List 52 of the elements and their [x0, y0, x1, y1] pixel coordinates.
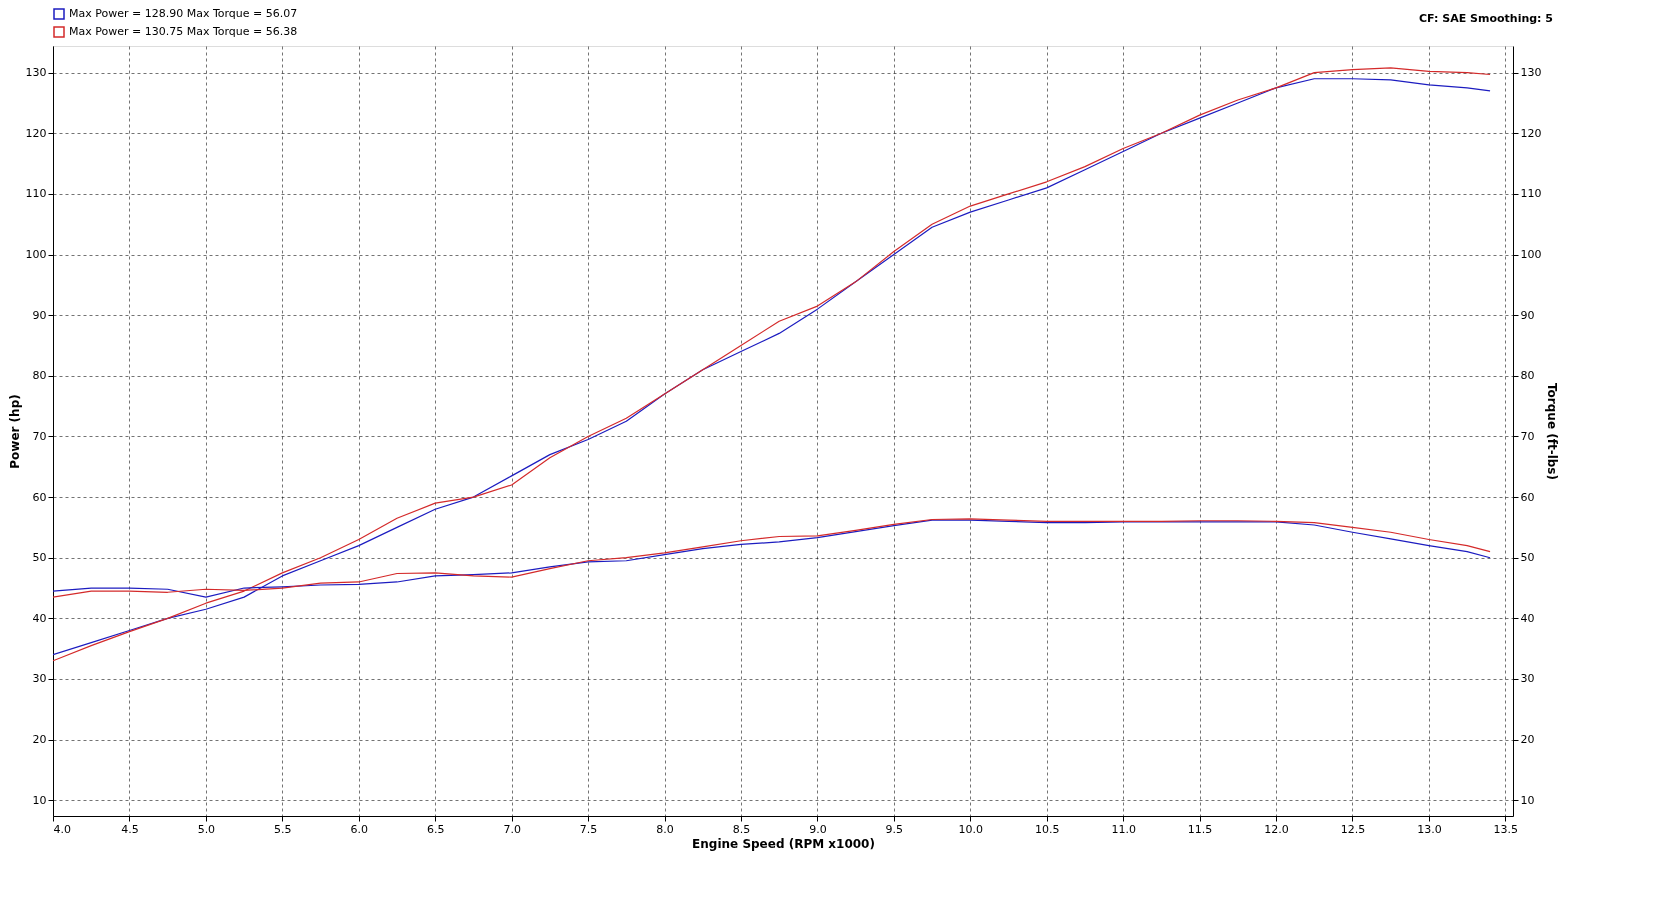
x-tick-label: 9.5 [885, 822, 904, 836]
y2-tick-label: 60 [1520, 490, 1535, 504]
legend-label: Max Power = 128.90 Max Torque = 56.07 [69, 7, 298, 20]
x-tick-label: 4.0 [53, 822, 71, 836]
y2-tick-label: 20 [1520, 733, 1535, 747]
x-tick-label: 13.0 [1417, 822, 1442, 836]
y-tick-label: 10 [32, 793, 47, 807]
y-tick-label: 40 [32, 611, 47, 625]
y-tick-label: 90 [32, 308, 47, 322]
text: CF: SAE Smoothing: 5 [1419, 12, 1553, 25]
y2-tick-label: 110 [1520, 187, 1542, 201]
y2-tick-label: 30 [1520, 672, 1535, 686]
y2-tick-label: 100 [1520, 248, 1542, 262]
x-tick-label: 12.5 [1340, 822, 1366, 836]
x-tick-label: 6.5 [426, 822, 445, 836]
y-axis-title: Power (hp) [7, 394, 22, 469]
x-tick-label: 5.5 [274, 822, 292, 836]
y-tick-label: 80 [32, 369, 47, 383]
legend-label: Max Power = 130.75 Max Torque = 56.38 [69, 25, 298, 38]
y2-tick-label: 10 [1520, 793, 1535, 807]
y-tick-label: 20 [32, 733, 47, 747]
y2-tick-label: 40 [1520, 611, 1535, 625]
y-tick-label: 60 [32, 490, 47, 504]
y2-axis-title: Torque (ft-lbs) [1545, 383, 1560, 480]
x-tick-label: 13.5 [1493, 822, 1519, 836]
x-tick-label: 8.0 [656, 822, 674, 836]
x-tick-label: 10.5 [1034, 822, 1060, 836]
x-tick-label: 7.5 [579, 822, 598, 836]
y-tick-label: 70 [32, 429, 47, 443]
x-axis-title: Engine Speed (RPM x1000) [692, 836, 875, 851]
x-tick-label: 12.0 [1264, 822, 1289, 836]
y2-tick-label: 90 [1520, 308, 1535, 322]
y-tick-label: 110 [25, 187, 47, 201]
y2-tick-label: 80 [1520, 369, 1535, 383]
y-tick-label: 50 [32, 551, 47, 565]
y-tick-label: 120 [25, 126, 47, 140]
y2-tick-label: 50 [1520, 551, 1535, 565]
x-tick-label: 8.5 [732, 822, 751, 836]
y2-tick-label: 70 [1520, 429, 1535, 443]
x-tick-label: 11.5 [1187, 822, 1213, 836]
x-tick-label: 6.0 [350, 822, 369, 836]
x-tick-label: 7.0 [503, 822, 521, 836]
y-tick-label: 30 [32, 672, 47, 686]
y-tick-label: 100 [25, 248, 47, 262]
y2-tick-label: 130 [1520, 66, 1542, 80]
x-tick-label: 4.5 [121, 822, 139, 836]
y2-tick-label: 120 [1520, 126, 1542, 140]
x-tick-label: 9.0 [809, 822, 827, 836]
x-tick-label: 10.0 [958, 822, 984, 836]
y-tick-label: 130 [25, 66, 47, 80]
x-tick-label: 11.0 [1111, 822, 1136, 836]
x-tick-label: 5.0 [197, 822, 216, 836]
